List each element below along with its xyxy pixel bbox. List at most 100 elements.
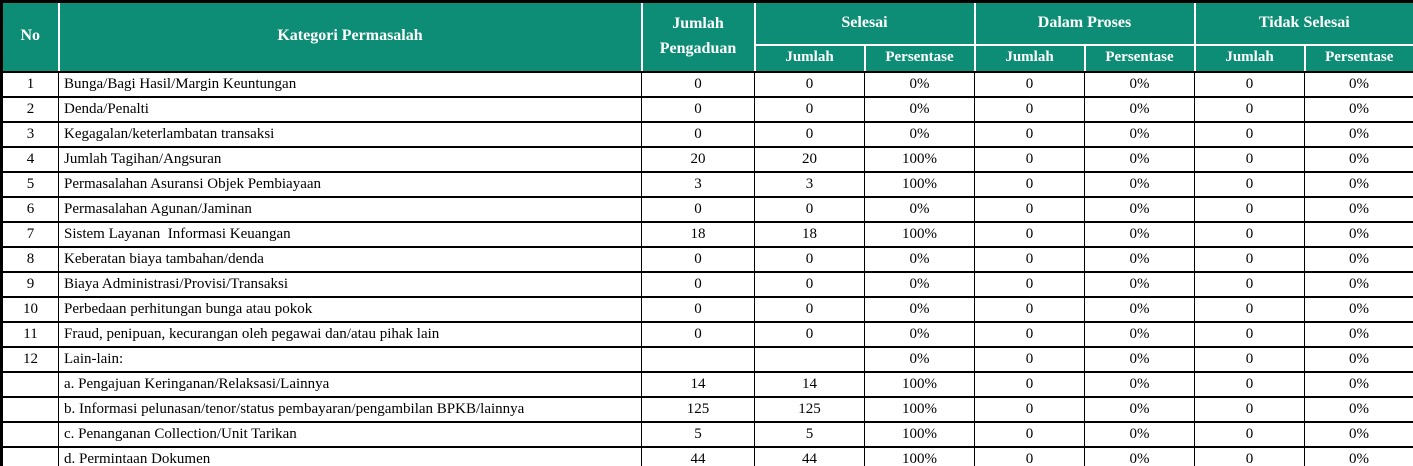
value-cell: 100% [864, 445, 975, 466]
value-cell: 0 [1194, 295, 1305, 323]
value-cell: 5 [754, 420, 865, 448]
table-row: 1 Bunga/Bagi Hasil/Margin Keuntungan 0 0 0% 0… [1, 70, 1413, 98]
value-cell [641, 345, 755, 373]
row-number-cell [1, 445, 59, 466]
value-cell: 14 [641, 370, 755, 398]
value-cell: 44 [641, 445, 755, 466]
value-cell: 0% [1304, 370, 1413, 398]
value-cell: 0% [1084, 445, 1195, 466]
value-cell: 0% [1304, 145, 1413, 173]
value-cell: 0 [1194, 220, 1305, 248]
value-cell: 0 [641, 295, 755, 323]
value-cell: 0% [1084, 245, 1195, 273]
value-cell: 0% [1084, 170, 1195, 198]
value-cell: 14 [754, 370, 865, 398]
table-row: 5 Permasalahan Asuransi Objek Pembiayaan 3… [1, 170, 1413, 198]
value-cell: 0 [974, 345, 1085, 373]
value-cell: 0% [1084, 395, 1195, 423]
value-cell: 0 [974, 395, 1085, 423]
value-cell: 0 [974, 170, 1085, 198]
value-cell: 0 [1194, 170, 1305, 198]
category-cell: Permasalahan Agunan/Jaminan [58, 195, 642, 223]
value-cell: 0% [864, 95, 975, 123]
value-cell: 0 [1194, 420, 1305, 448]
value-cell: 0% [1304, 270, 1413, 298]
value-cell: 0% [1304, 445, 1413, 466]
row-number-cell: 3 [1, 120, 59, 148]
value-cell: 0 [974, 95, 1085, 123]
row-number-cell: 4 [1, 145, 59, 173]
value-cell: 0 [974, 270, 1085, 298]
value-cell: 20 [754, 145, 865, 173]
value-cell: 0% [1084, 320, 1195, 348]
category-cell: c. Penanganan Collection/Unit Tarikan [58, 420, 642, 448]
value-cell: 0 [641, 245, 755, 273]
value-cell: 0 [1194, 395, 1305, 423]
table-row: 3 Kegagalan/keterlambatan transaksi 0 0 0% 0 0… [1, 120, 1413, 148]
value-cell: 0% [864, 295, 975, 323]
category-cell: Bunga/Bagi Hasil/Margin Keuntungan [58, 70, 642, 98]
value-cell: 0 [754, 70, 865, 98]
value-cell: 0 [754, 195, 865, 223]
value-cell: 0% [864, 70, 975, 98]
table-row: d. Permintaan Dokumen 44 44 100% 0 0% 0 0% [1, 445, 1413, 466]
value-cell: 0% [1084, 220, 1195, 248]
category-cell: Permasalahan Asuransi Objek Pembiayaan [58, 170, 642, 198]
row-number-cell: 7 [1, 220, 59, 248]
value-cell: 0 [974, 420, 1085, 448]
value-cell: 0 [1194, 145, 1305, 173]
table-row: 12 Lain-lain: 0% 0 0% 0 0% [1, 345, 1413, 373]
row-number-cell: 6 [1, 195, 59, 223]
value-cell: 0 [754, 120, 865, 148]
value-cell [754, 345, 865, 373]
value-cell: 0% [1084, 345, 1195, 373]
row-number-cell: 9 [1, 270, 59, 298]
value-cell: 100% [864, 170, 975, 198]
header-proses-jumlah: Jumlah [973, 43, 1086, 73]
table-row: 9 Biaya Administrasi/Provisi/Transaksi 0 0 0… [1, 270, 1413, 298]
row-number-cell: 11 [1, 320, 59, 348]
value-cell: 100% [864, 420, 975, 448]
value-cell: 0 [1194, 70, 1305, 98]
header-selesai-jumlah: Jumlah [753, 43, 866, 73]
value-cell: 0% [1304, 395, 1413, 423]
category-cell: Sistem Layanan Informasi Keuangan [58, 220, 642, 248]
value-cell: 0 [754, 270, 865, 298]
table-body: 1 Bunga/Bagi Hasil/Margin Keuntungan 0 0 0% 0… [1, 70, 1413, 466]
value-cell: 0% [1304, 345, 1413, 373]
value-cell: 18 [641, 220, 755, 248]
value-cell: 0% [1304, 420, 1413, 448]
value-cell: 0 [641, 195, 755, 223]
row-number-cell [1, 420, 59, 448]
value-cell: 0 [974, 195, 1085, 223]
value-cell: 0 [974, 320, 1085, 348]
table-row: c. Penanganan Collection/Unit Tarikan 5 5 1… [1, 420, 1413, 448]
header-selesai-persentase: Persentase [863, 43, 976, 73]
value-cell: 0% [1084, 270, 1195, 298]
row-number-cell: 10 [1, 295, 59, 323]
value-cell: 0 [1194, 445, 1305, 466]
table-row: 11 Fraud, penipuan, kecurangan oleh pegaw… [1, 320, 1413, 348]
category-cell: Perbedaan perhitungan bunga atau pokok [58, 295, 642, 323]
category-cell: Lain-lain: [58, 345, 642, 373]
value-cell: 0% [1084, 70, 1195, 98]
header-proses-persentase: Persentase [1083, 43, 1196, 73]
value-cell: 0% [1084, 370, 1195, 398]
value-cell: 0 [974, 445, 1085, 466]
value-cell: 0% [1304, 295, 1413, 323]
value-cell: 0 [754, 320, 865, 348]
row-number-cell: 2 [1, 95, 59, 123]
header-category: Kategori Permasalah [57, 0, 643, 73]
row-number-cell: 5 [1, 170, 59, 198]
header-group-dalam-proses: Dalam Proses [973, 0, 1196, 46]
value-cell: 0% [864, 270, 975, 298]
value-cell: 0% [864, 245, 975, 273]
value-cell: 18 [754, 220, 865, 248]
value-cell: 125 [641, 395, 755, 423]
value-cell: 0 [754, 95, 865, 123]
value-cell: 0 [754, 245, 865, 273]
value-cell: 125 [754, 395, 865, 423]
value-cell: 3 [641, 170, 755, 198]
category-cell: Fraud, penipuan, kecurangan oleh pegawai… [58, 320, 642, 348]
